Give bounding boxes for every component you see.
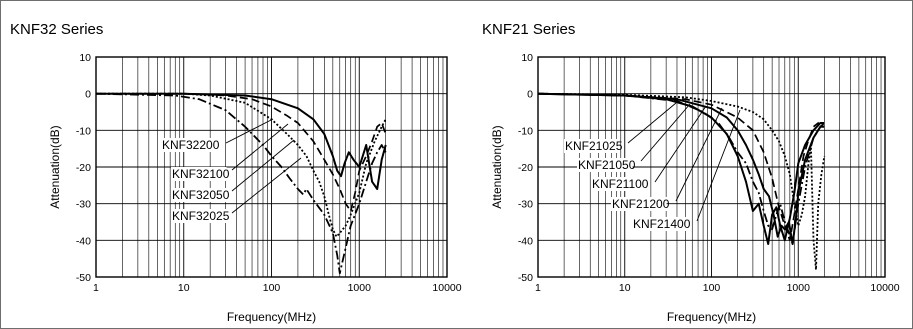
callout-label-bg bbox=[161, 138, 217, 152]
y-tick-label: -10 bbox=[518, 125, 533, 137]
callout-label: KNF21200 bbox=[612, 197, 670, 211]
callout-leader bbox=[231, 157, 302, 214]
y-tick-label: 10 bbox=[521, 52, 533, 64]
y-tick-label: -50 bbox=[76, 272, 91, 284]
callout-leader bbox=[640, 103, 691, 162]
y-tick-label: -50 bbox=[518, 272, 533, 284]
callout-label-bg bbox=[171, 188, 227, 202]
callout-label-bg bbox=[171, 167, 227, 181]
x-tick-label: 10 bbox=[178, 282, 190, 294]
callout-label: KNF21025 bbox=[565, 139, 623, 153]
callout-label: KNF21100 bbox=[592, 177, 649, 191]
callout-label: KNF32050 bbox=[172, 188, 230, 202]
y-tick-label: -20 bbox=[76, 162, 91, 174]
y-tick-label: -40 bbox=[518, 235, 533, 247]
series-line-knf21050 bbox=[538, 92, 826, 245]
series-line-knf32200 bbox=[96, 92, 387, 190]
x-tick-label: 10 bbox=[619, 282, 631, 294]
series-callouts: KNF32200 KNF32100 KNF32050 KNF32025 bbox=[161, 118, 302, 223]
x-axis-label: Frequency(MHz) bbox=[227, 310, 316, 324]
callout-leader bbox=[696, 109, 741, 222]
callout-label: KNF32100 bbox=[172, 167, 230, 181]
x-tick-label: 1 bbox=[535, 282, 541, 294]
x-tick-label: 10000 bbox=[870, 282, 899, 294]
plot-area bbox=[95, 56, 448, 278]
series-line-knf32025 bbox=[96, 92, 387, 275]
callout-label-bg bbox=[611, 197, 667, 211]
callout-leader bbox=[225, 118, 274, 144]
callout-leader bbox=[231, 139, 295, 192]
x-tick-label: 10000 bbox=[432, 282, 461, 294]
callout-label-bg bbox=[564, 139, 620, 153]
series-line-knf32100 bbox=[96, 92, 387, 212]
series-line-knf21100 bbox=[538, 92, 825, 245]
series-callouts: KNF21025 KNF21050 KNF21100 KNF21200 KNF21400 bbox=[564, 102, 741, 231]
callout-label-bg bbox=[171, 209, 227, 223]
y-tick-label: 0 bbox=[527, 89, 533, 101]
y-tick-label: -20 bbox=[518, 162, 533, 174]
plot-grid bbox=[95, 56, 447, 278]
series-line-knf21400 bbox=[538, 92, 826, 271]
y-tick-label: 0 bbox=[85, 89, 91, 101]
y-axis-label: Attenuation(dB) bbox=[48, 125, 62, 208]
callout-label: KNF21400 bbox=[633, 217, 691, 231]
y-tick-label: -40 bbox=[76, 235, 91, 247]
callout-leader bbox=[675, 107, 723, 202]
y-tick-label: -30 bbox=[76, 199, 91, 211]
callout-label-bg bbox=[632, 217, 688, 231]
callout-label-bg bbox=[591, 177, 647, 191]
x-tick-label: 1 bbox=[93, 282, 99, 294]
x-tick-label: 1000 bbox=[348, 282, 372, 294]
plot-area bbox=[537, 56, 886, 278]
series-lines bbox=[538, 92, 826, 271]
y-tick-label: 10 bbox=[79, 52, 91, 64]
callout-label: KNF21050 bbox=[578, 158, 636, 172]
x-axis-label: Frequency(MHz) bbox=[667, 310, 756, 324]
callout-label-bg bbox=[577, 158, 633, 172]
y-tick-label: -30 bbox=[518, 199, 533, 211]
chart-title: KNF21 Series bbox=[482, 21, 575, 38]
callout-leader bbox=[627, 102, 677, 144]
x-tick-label: 1000 bbox=[787, 282, 811, 294]
callout-label: KNF32025 bbox=[172, 209, 230, 223]
callout-label: KNF32200 bbox=[162, 138, 220, 152]
series-line-knf21200 bbox=[538, 92, 825, 242]
y-axis-label: Attenuation(dB) bbox=[490, 125, 504, 208]
callout-leader bbox=[654, 105, 707, 183]
series-line-knf32050 bbox=[96, 92, 387, 238]
y-tick-label: -10 bbox=[76, 125, 91, 137]
x-tick-label: 100 bbox=[703, 282, 721, 294]
x-tick-label: 100 bbox=[263, 282, 281, 294]
chart-title: KNF32 Series bbox=[10, 21, 103, 38]
callout-leader bbox=[231, 123, 289, 171]
series-lines bbox=[96, 92, 387, 275]
